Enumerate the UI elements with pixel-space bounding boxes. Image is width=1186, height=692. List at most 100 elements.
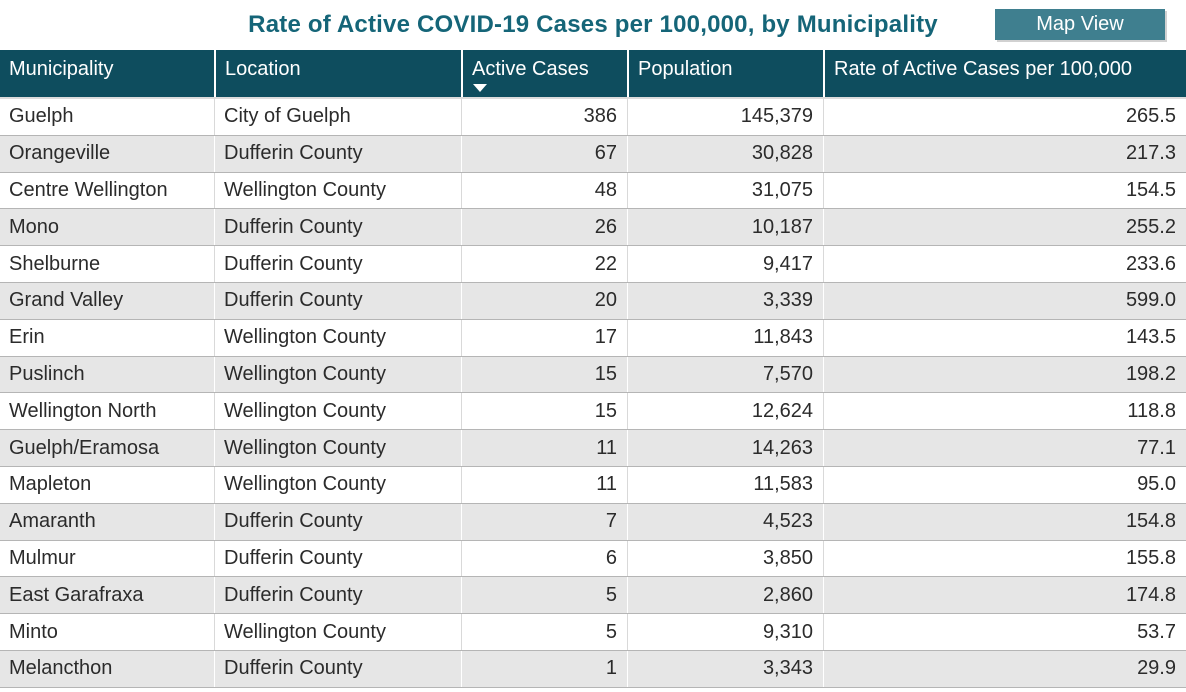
cell-location: City of Guelph xyxy=(214,99,461,135)
cell-population: 30,828 xyxy=(627,135,823,172)
cell-active_cases: 15 xyxy=(461,356,627,393)
cell-rate: 29.9 xyxy=(823,650,1186,687)
cell-municipality: Wellington North xyxy=(9,399,157,422)
cell-active_cases: 22 xyxy=(461,246,627,282)
cell-population: 11,583 xyxy=(627,466,823,503)
table-row[interactable]: Guelph City of Guelph 386 145,379 265.5 xyxy=(0,99,1186,136)
table-row[interactable]: Shelburne Dufferin County 22 9,417 233.6 xyxy=(0,246,1186,283)
cell-rate: 155.8 xyxy=(823,540,1186,577)
cell-population: 3,339 xyxy=(627,282,823,319)
map-view-button[interactable]: Map View xyxy=(995,9,1165,40)
cell-municipality: Mulmur xyxy=(9,546,76,569)
table-body: Guelph City of Guelph 386 145,379 265.5 Orang… xyxy=(0,99,1186,688)
column-header-active-cases[interactable]: Active Cases xyxy=(461,50,627,97)
cell-municipality: Shelburne xyxy=(9,252,101,275)
cell-active_cases: 5 xyxy=(461,577,627,614)
column-header-municipality[interactable]: Municipality xyxy=(9,58,114,80)
table-row[interactable]: Melancthon Dufferin County 1 3,343 29.9 xyxy=(0,650,1186,688)
cell-location: Dufferin County xyxy=(214,503,461,540)
cell-rate: 174.8 xyxy=(823,577,1186,614)
table-row[interactable]: Guelph/Eramosa Wellington County 11 14,263 7… xyxy=(0,430,1186,467)
table-row[interactable]: Amaranth Dufferin County 7 4,523 154.8 xyxy=(0,503,1186,541)
column-header-active-cases-label: Active Cases xyxy=(472,58,589,80)
table-row[interactable]: East Garafraxa Dufferin County 5 2,860 174.8 xyxy=(0,577,1186,615)
cell-location: Dufferin County xyxy=(214,246,461,282)
cell-municipality: Grand Valley xyxy=(9,289,124,312)
cell-population: 3,343 xyxy=(627,650,823,687)
cell-population: 3,850 xyxy=(627,540,823,577)
cell-municipality: Puslinch xyxy=(9,362,85,385)
cell-municipality: Mono xyxy=(9,215,60,238)
cell-active_cases: 386 xyxy=(461,99,627,135)
cell-municipality: Guelph xyxy=(9,105,74,128)
cell-municipality: East Garafraxa xyxy=(9,583,144,606)
cell-location: Wellington County xyxy=(214,319,461,356)
table-row[interactable]: Mapleton Wellington County 11 11,583 95.0 xyxy=(0,466,1186,504)
cell-active_cases: 5 xyxy=(461,614,627,650)
column-header-location[interactable]: Location xyxy=(214,50,461,97)
table-row[interactable]: Orangeville Dufferin County 67 30,828 217.3 xyxy=(0,135,1186,173)
covid-rate-table: Municipality Location Active Cases Popul… xyxy=(0,50,1186,688)
cell-rate: 233.6 xyxy=(823,246,1186,282)
cell-population: 145,379 xyxy=(627,99,823,135)
sort-descending-icon xyxy=(473,84,487,92)
table-row[interactable]: Wellington North Wellington County 15 12,62… xyxy=(0,393,1186,431)
cell-municipality: Orangeville xyxy=(9,142,111,165)
table-row[interactable]: Mulmur Dufferin County 6 3,850 155.8 xyxy=(0,540,1186,578)
cell-active_cases: 1 xyxy=(461,650,627,687)
cell-rate: 265.5 xyxy=(823,99,1186,135)
cell-population: 31,075 xyxy=(627,172,823,209)
cell-population: 12,624 xyxy=(627,393,823,430)
cell-rate: 95.0 xyxy=(823,466,1186,503)
cell-rate: 154.8 xyxy=(823,503,1186,540)
cell-location: Dufferin County xyxy=(214,209,461,246)
cell-rate: 599.0 xyxy=(823,282,1186,319)
cell-active_cases: 7 xyxy=(461,503,627,540)
cell-active_cases: 26 xyxy=(461,209,627,246)
cell-location: Dufferin County xyxy=(214,577,461,614)
cell-location: Wellington County xyxy=(214,614,461,650)
cell-active_cases: 67 xyxy=(461,135,627,172)
cell-population: 7,570 xyxy=(627,356,823,393)
cell-rate: 77.1 xyxy=(823,430,1186,466)
table-row[interactable]: Puslinch Wellington County 15 7,570 198.2 xyxy=(0,356,1186,394)
cell-active_cases: 17 xyxy=(461,319,627,356)
top-bar: Rate of Active COVID-19 Cases per 100,00… xyxy=(0,0,1186,50)
cell-municipality: Melancthon xyxy=(9,657,113,680)
cell-location: Dufferin County xyxy=(214,135,461,172)
cell-location: Wellington County xyxy=(214,466,461,503)
table-row[interactable]: Centre Wellington Wellington County 48 31,0… xyxy=(0,172,1186,210)
cell-location: Wellington County xyxy=(214,356,461,393)
table-row[interactable]: Minto Wellington County 5 9,310 53.7 xyxy=(0,614,1186,651)
cell-population: 2,860 xyxy=(627,577,823,614)
cell-municipality: Guelph/Eramosa xyxy=(9,436,160,459)
cell-active_cases: 20 xyxy=(461,282,627,319)
column-header-rate[interactable]: Rate of Active Cases per 100,000 xyxy=(823,50,1186,97)
cell-municipality: Minto xyxy=(9,620,58,643)
cell-rate: 53.7 xyxy=(823,614,1186,650)
column-header-population[interactable]: Population xyxy=(627,50,823,97)
cell-municipality: Amaranth xyxy=(9,510,96,533)
table-row[interactable]: Mono Dufferin County 26 10,187 255.2 xyxy=(0,209,1186,247)
cell-population: 11,843 xyxy=(627,319,823,356)
cell-location: Dufferin County xyxy=(214,282,461,319)
cell-municipality: Erin xyxy=(9,326,45,349)
cell-population: 14,263 xyxy=(627,430,823,466)
table-row[interactable]: Erin Wellington County 17 11,843 143.5 xyxy=(0,319,1186,357)
cell-location: Wellington County xyxy=(214,430,461,466)
cell-active_cases: 15 xyxy=(461,393,627,430)
cell-rate: 198.2 xyxy=(823,356,1186,393)
table-row[interactable]: Grand Valley Dufferin County 20 3,339 599.0 xyxy=(0,282,1186,320)
cell-population: 9,310 xyxy=(627,614,823,650)
cell-population: 4,523 xyxy=(627,503,823,540)
cell-rate: 154.5 xyxy=(823,172,1186,209)
cell-location: Dufferin County xyxy=(214,540,461,577)
page-title: Rate of Active COVID-19 Cases per 100,00… xyxy=(248,11,938,38)
cell-location: Wellington County xyxy=(214,172,461,209)
cell-rate: 143.5 xyxy=(823,319,1186,356)
cell-rate: 255.2 xyxy=(823,209,1186,246)
cell-rate: 217.3 xyxy=(823,135,1186,172)
cell-population: 9,417 xyxy=(627,246,823,282)
cell-active_cases: 6 xyxy=(461,540,627,577)
